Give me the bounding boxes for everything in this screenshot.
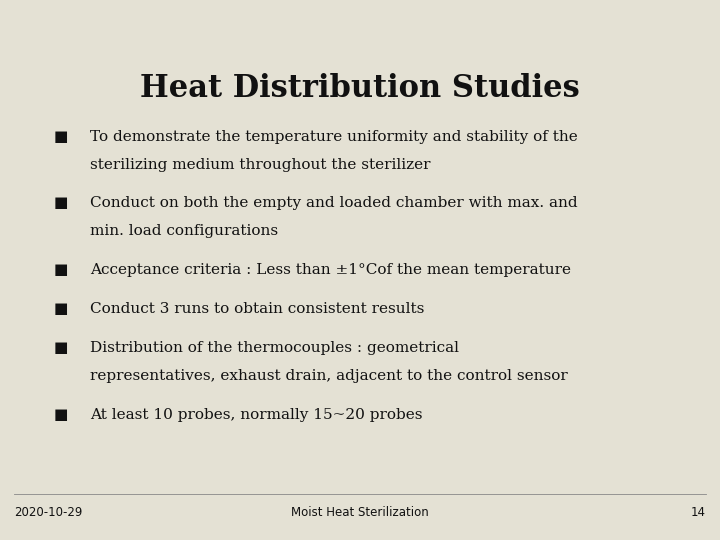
Text: ■: ■ [54, 302, 68, 316]
Text: ■: ■ [54, 408, 68, 422]
Text: To demonstrate the temperature uniformity and stability of the: To demonstrate the temperature uniformit… [90, 130, 577, 144]
Text: sterilizing medium throughout the sterilizer: sterilizing medium throughout the steril… [90, 158, 431, 172]
Text: ■: ■ [54, 264, 68, 278]
Text: 2020-10-29: 2020-10-29 [14, 507, 83, 519]
Text: At least 10 probes, normally 15~20 probes: At least 10 probes, normally 15~20 probe… [90, 408, 423, 422]
Text: ■: ■ [54, 341, 68, 355]
Text: representatives, exhaust drain, adjacent to the control sensor: representatives, exhaust drain, adjacent… [90, 369, 568, 383]
Text: Distribution of the thermocouples : geometrical: Distribution of the thermocouples : geom… [90, 341, 459, 355]
Text: ■: ■ [54, 197, 68, 211]
Text: Heat Distribution Studies: Heat Distribution Studies [140, 73, 580, 104]
Text: Moist Heat Sterilization: Moist Heat Sterilization [291, 507, 429, 519]
Text: 14: 14 [690, 507, 706, 519]
Text: Acceptance criteria : Less than ±1°Cof the mean temperature: Acceptance criteria : Less than ±1°Cof t… [90, 264, 571, 278]
Text: min. load configurations: min. load configurations [90, 225, 278, 239]
Text: Conduct on both the empty and loaded chamber with max. and: Conduct on both the empty and loaded cha… [90, 197, 577, 211]
Text: ■: ■ [54, 130, 68, 144]
Text: Conduct 3 runs to obtain consistent results: Conduct 3 runs to obtain consistent resu… [90, 302, 424, 316]
